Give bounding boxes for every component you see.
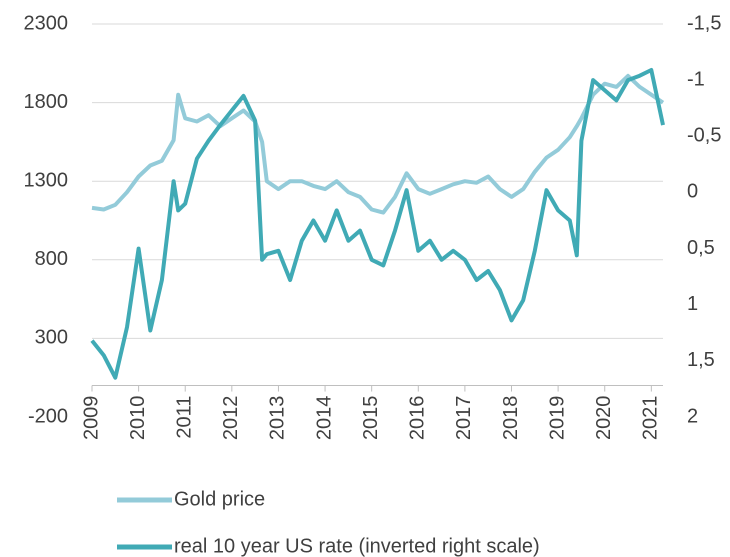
legend-label: real 10 year US rate (inverted right sca… — [174, 535, 540, 557]
x-tick-label: 2015 — [360, 396, 382, 441]
y2-tick-label: 2 — [687, 405, 698, 427]
y2-tick-label: -1,5 — [687, 12, 721, 34]
y2-tick-label: 0 — [687, 181, 698, 203]
x-tick-label: 2013 — [267, 396, 289, 441]
legend-label: Gold price — [174, 488, 265, 510]
x-tick-label: 2020 — [593, 396, 615, 441]
x-tick-label: 2011 — [174, 396, 196, 439]
y-tick-label: 1800 — [24, 91, 69, 113]
y-tick-label: 1300 — [24, 169, 69, 191]
x-tick-label: 2010 — [127, 396, 149, 441]
x-tick-label: 2014 — [313, 396, 335, 441]
y2-tick-label: -0,5 — [687, 125, 721, 147]
y-tick-label: -200 — [28, 405, 68, 427]
y2-tick-label: 1,5 — [687, 349, 715, 371]
x-tick-label: 2019 — [546, 396, 568, 441]
y-tick-label: 2300 — [24, 12, 69, 34]
x-tick-label: 2018 — [500, 396, 522, 441]
data-line — [90, 68, 665, 380]
x-tick-label: 2012 — [220, 396, 242, 441]
x-tick-label: 2009 — [80, 396, 102, 441]
data-line — [91, 73, 665, 215]
y-tick-label: 300 — [35, 327, 68, 349]
y-tick-label: 800 — [35, 248, 68, 270]
y2-tick-label: 0,5 — [687, 237, 715, 259]
y2-tick-label: -1 — [687, 68, 705, 90]
y2-tick-label: 1 — [687, 293, 698, 315]
x-tick-label: 2017 — [453, 396, 475, 441]
x-tick-label: 2016 — [407, 396, 429, 441]
x-tick-label: 2021 — [640, 396, 662, 441]
